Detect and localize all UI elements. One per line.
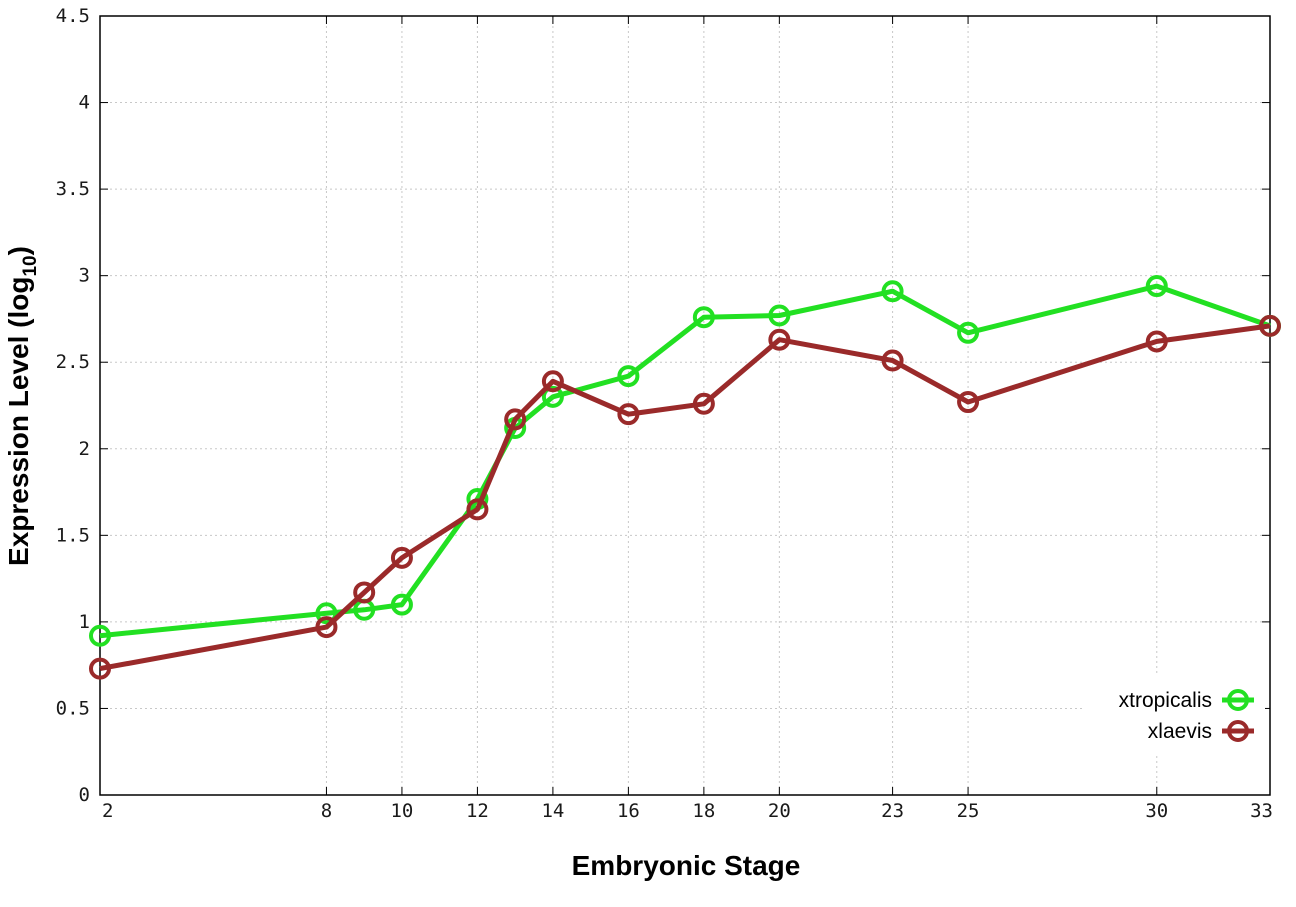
axis-ticks: 0 0.5 1 1.5 2 2.5 3 3.5 4 4.5 2 8 10 12 14 16 18 20 23 25 30…	[56, 5, 1273, 822]
data-point-xtropicalis	[541, 385, 564, 408]
data-point-xtropicalis	[768, 304, 791, 327]
data-point-xtropicalis	[89, 624, 111, 647]
data-series	[89, 275, 1281, 680]
data-point-xlaevis	[541, 370, 564, 393]
plot-frame	[99, 15, 1271, 796]
data-point-xtropicalis	[390, 593, 413, 616]
data-point-xlaevis	[617, 403, 640, 426]
x-tick-label: 14	[541, 800, 564, 822]
y-tick-label: 3	[79, 265, 90, 287]
data-point-xlaevis	[692, 392, 715, 415]
x-tick-label: 25	[957, 800, 980, 822]
x-tick-label: 33	[1250, 800, 1273, 822]
x-tick-label: 10	[390, 800, 413, 822]
data-point-xtropicalis	[692, 306, 715, 329]
legend-swatch-marker-xlaevis	[1227, 720, 1249, 742]
x-axis-title: Embryonic Stage	[572, 850, 801, 881]
data-point-xlaevis	[466, 498, 489, 521]
legend: xtropicalis xlaevis	[1085, 675, 1265, 755]
data-point-xlaevis	[768, 328, 791, 351]
legend-label-xlaevis: xlaevis	[1148, 720, 1212, 743]
legend-label-xtropicalis: xtropicalis	[1119, 689, 1212, 712]
y-tick-label: 4	[79, 92, 90, 114]
y-axis-title-close: )	[3, 246, 34, 255]
data-point-xlaevis	[1145, 330, 1168, 353]
data-point-xlaevis	[957, 391, 980, 414]
data-point-xtropicalis	[617, 365, 640, 388]
data-point-xtropicalis	[957, 321, 980, 344]
x-tick-label: 20	[768, 800, 791, 822]
y-tick-label: 0.5	[56, 697, 90, 719]
x-tick-label: 12	[466, 800, 489, 822]
x-tick-label: 16	[617, 800, 640, 822]
x-tick-label: 23	[881, 800, 904, 822]
data-point-xtropicalis	[1145, 275, 1168, 298]
data-point-xtropicalis	[315, 602, 338, 625]
data-point-xlaevis	[1259, 314, 1281, 337]
data-point-xlaevis	[315, 616, 338, 639]
data-point-xlaevis	[89, 657, 111, 680]
legend-box	[1085, 675, 1265, 755]
grid-lines	[100, 16, 1270, 795]
y-tick-label: 4.5	[56, 5, 90, 27]
x-tick-label: 8	[321, 800, 332, 822]
data-point-xlaevis	[504, 408, 527, 431]
data-point-xlaevis	[353, 581, 376, 604]
y-tick-label: 3.5	[56, 178, 90, 200]
y-axis-title-main: Expression Level (log	[3, 277, 34, 566]
x-tick-label: 2	[102, 800, 113, 822]
y-tick-label: 1.5	[56, 524, 90, 546]
y-tick-label: 0	[79, 784, 90, 806]
data-point-xlaevis	[390, 546, 413, 569]
x-tick-label: 30	[1145, 800, 1168, 822]
y-tick-label: 1	[79, 611, 90, 633]
legend-swatch-marker-xtropicalis	[1227, 689, 1249, 711]
x-tick-label: 18	[692, 800, 715, 822]
series-line-xtropicalis	[99, 283, 1271, 639]
data-point-xtropicalis	[881, 280, 904, 303]
y-axis-title-subscript: 10	[20, 255, 41, 276]
y-tick-label: 2.5	[56, 351, 90, 373]
y-axis-title: Expression Level (log10)	[3, 246, 41, 566]
y-tick-label: 2	[79, 438, 90, 460]
data-point-xlaevis	[881, 349, 904, 372]
